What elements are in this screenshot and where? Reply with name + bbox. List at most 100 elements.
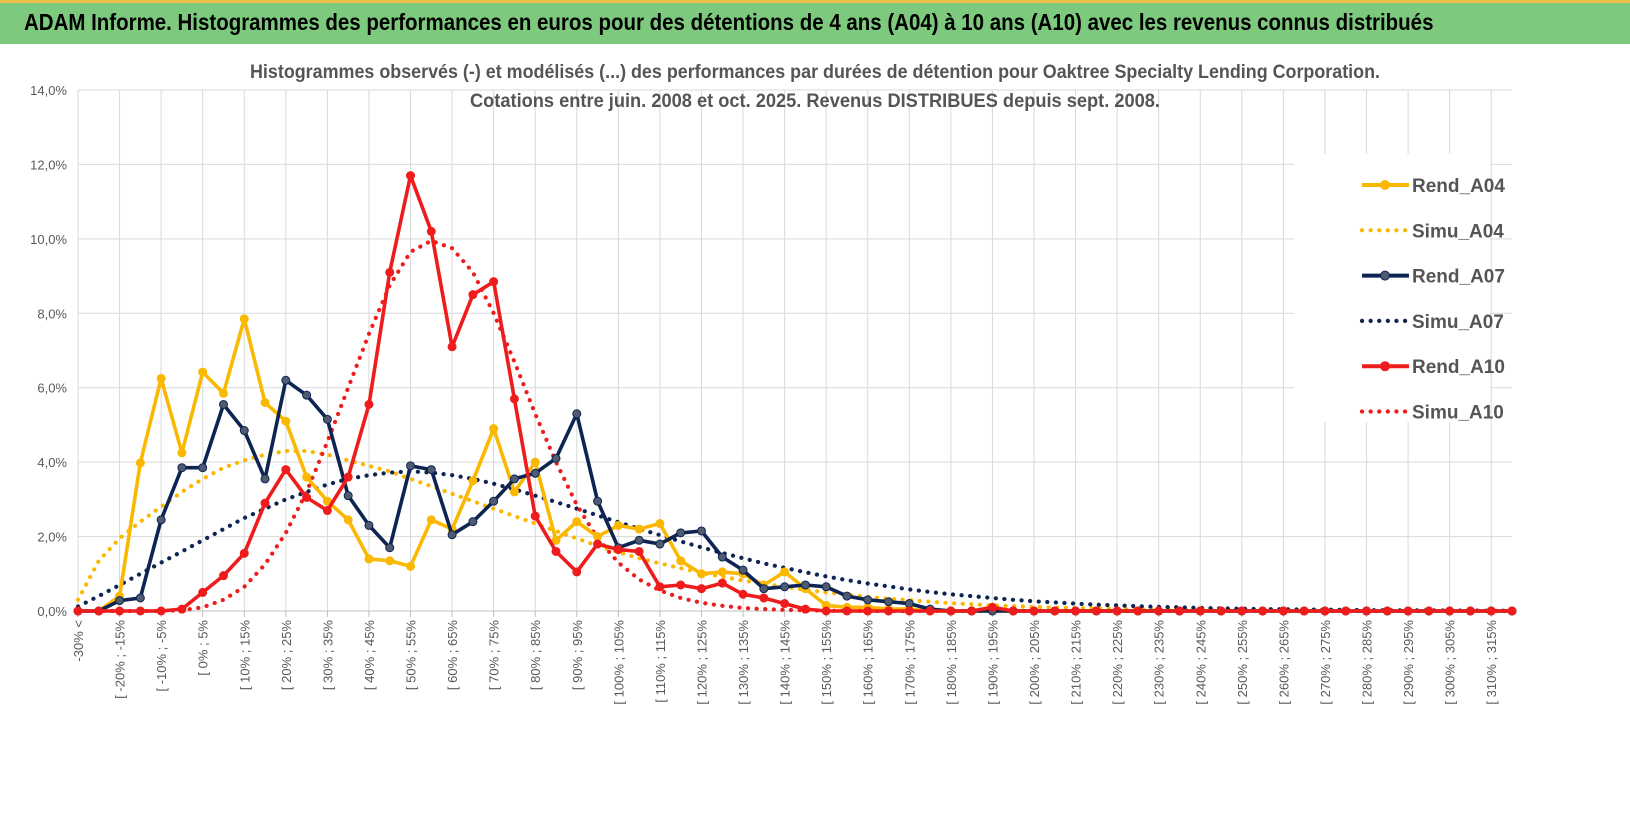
data-point (676, 556, 686, 566)
data-point (863, 606, 873, 616)
data-point (135, 458, 145, 468)
data-point (177, 463, 187, 473)
data-point (1278, 606, 1288, 616)
data-point (1465, 606, 1475, 616)
y-tick-label: 0,0% (37, 604, 67, 619)
data-point (925, 606, 935, 616)
data-point (343, 491, 353, 501)
data-point (696, 569, 706, 579)
data-point (655, 582, 665, 592)
legend-item-simu-a04: Simu_A04 (1359, 221, 1504, 242)
data-point (73, 606, 83, 616)
data-point (1174, 606, 1184, 616)
x-tick-label: [ 210% ; 215% (1069, 620, 1084, 705)
data-point (426, 226, 436, 236)
x-tick-label: [ 180% ; 185% (944, 620, 959, 705)
data-point (1445, 606, 1455, 616)
data-point (1050, 606, 1060, 616)
legend-marker (1380, 361, 1390, 372)
data-point (509, 474, 519, 484)
data-point (426, 465, 436, 475)
data-point (821, 582, 831, 592)
data-point (717, 552, 727, 562)
data-point (406, 171, 416, 181)
data-point (135, 606, 145, 616)
data-point (364, 554, 374, 564)
x-tick-label: [ 230% ; 235% (1152, 620, 1167, 705)
x-tick-label: [ 200% ; 205% (1027, 620, 1042, 705)
data-point (239, 426, 249, 436)
data-point (1320, 606, 1330, 616)
series-rend-a10 (73, 171, 1517, 616)
chart-title-line2: Cotations entre juin. 2008 et oct. 2025.… (470, 91, 1160, 112)
y-tick-label: 14,0% (30, 83, 67, 98)
data-point (198, 463, 208, 473)
x-tick-label: [ 280% ; 285% (1360, 620, 1375, 705)
data-point (1071, 606, 1081, 616)
data-point (551, 535, 561, 545)
x-tick-label: [ 100% ; 105% (611, 620, 626, 705)
data-point (946, 606, 956, 616)
data-point (302, 390, 312, 400)
x-tick-label: -30% < (71, 620, 86, 662)
data-point (1195, 606, 1205, 616)
data-point (759, 584, 769, 594)
data-point (364, 520, 374, 530)
data-point (1362, 606, 1372, 616)
x-tick-label: [ 130% ; 135% (736, 620, 751, 705)
data-point (800, 604, 810, 614)
data-point (260, 474, 270, 484)
data-point (489, 424, 499, 434)
data-point (530, 468, 540, 478)
data-point (884, 597, 894, 607)
data-point (1341, 606, 1351, 616)
data-point (759, 593, 769, 603)
x-tick-label: [ 10% ; 15% (237, 620, 252, 691)
series-line (76, 173, 1514, 613)
data-point (1507, 606, 1517, 616)
legend-marker (1380, 270, 1390, 281)
y-tick-label: 12,0% (30, 157, 67, 172)
data-point (302, 472, 312, 482)
data-point (634, 535, 644, 545)
y-tick-label: 2,0% (37, 530, 67, 545)
data-point (177, 448, 187, 458)
data-point (572, 409, 582, 419)
x-tick-label: [ 310% ; 315% (1484, 620, 1499, 705)
data-point (115, 596, 125, 606)
series-simu-a07 (75, 469, 1515, 613)
data-point (842, 606, 852, 616)
data-point (572, 517, 582, 527)
data-point (1486, 606, 1496, 616)
data-point (863, 595, 873, 605)
legend-label: Rend_A04 (1412, 176, 1505, 197)
data-point (800, 580, 810, 590)
data-point (509, 394, 519, 404)
data-point (156, 606, 166, 616)
x-tick-label: [ 120% ; 125% (694, 620, 709, 705)
legend-label: Simu_A07 (1412, 312, 1504, 333)
data-point (738, 589, 748, 599)
data-point (696, 584, 706, 594)
x-tick-label: [ 0% ; 5% (196, 620, 211, 676)
data-point (260, 398, 270, 408)
legend-label: Rend_A07 (1412, 267, 1505, 288)
x-tick-label: [ 140% ; 145% (778, 620, 793, 705)
data-point (1299, 606, 1309, 616)
data-point (218, 571, 228, 581)
header-banner: ADAM Informe. Histogrammes des performan… (0, 0, 1630, 44)
legend-item-rend-a10: Rend_A10 (1362, 357, 1505, 378)
data-point (447, 530, 457, 540)
data-point (738, 565, 748, 575)
data-point (94, 606, 104, 616)
x-tick-label: [ 190% ; 195% (985, 620, 1000, 705)
data-point (717, 567, 727, 577)
x-axis-ticks: -30% < [ -20% ; -15% [ -10% ; -5% [ 0% ; 5%… (71, 620, 1499, 705)
data-point (593, 496, 603, 506)
data-point (967, 606, 977, 616)
data-point (509, 487, 519, 497)
x-tick-label: [ 60% ; 65% (445, 620, 460, 691)
y-tick-label: 6,0% (37, 381, 67, 396)
data-point (676, 580, 686, 590)
